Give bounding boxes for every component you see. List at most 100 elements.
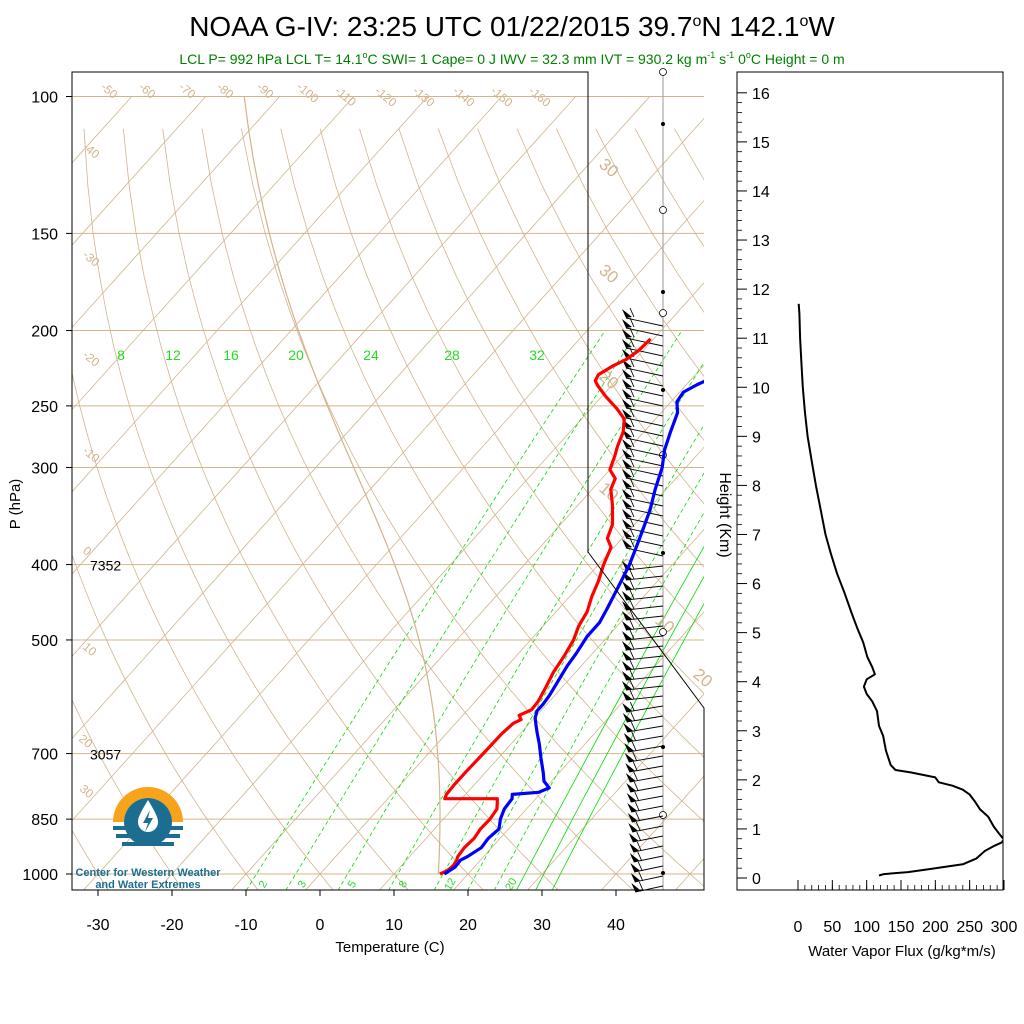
wind-barb-feather [629,397,635,408]
isotherm-label: 30 [595,261,622,288]
wind-barb-staff [625,695,664,701]
wind-barb-feather [629,307,635,318]
wind-barb-staff [625,665,664,671]
height-annotations: 7352 3057 [90,558,121,763]
lightning-icon [143,810,153,832]
flux-x-tick-label: 300 [991,919,1018,936]
wind-barb-flag [622,329,632,338]
wind-barb-feather [629,569,635,580]
wind-barb-flag [627,803,638,812]
x-tick-label: 10 [385,917,403,934]
wind-barb-feather [629,689,635,700]
mixing-ratio-label: 24 [363,347,379,363]
skewt-line-labels: -50 -60 -70 -80 -90 -100 -110 -120 -130 -140 -150-… [76,80,716,893]
dry-adiabat-line [477,128,704,505]
flux-y-tick-label: 11 [752,331,769,348]
wind-barb-staff [625,407,664,417]
dry-adiabat-line [753,129,1024,891]
wind-barb-flag [622,591,632,600]
wind-barb-feather [638,871,644,882]
x-tick-label: -20 [160,917,183,934]
wind-barb-feather [629,619,635,630]
dry-adiabat-line [201,128,634,890]
mixing-ratio-line [551,602,704,890]
mixing-ratio-label: 12 [165,347,181,363]
logo-text-line-1: Center for Western Weather [75,867,221,879]
mixing-ratio-line [388,361,704,890]
wind-barb-flag [622,661,632,670]
wind-barb-staff [625,675,664,681]
wind-barb-feather [630,721,636,732]
barb-station-dot [661,289,666,294]
wind-barb-flag [622,499,632,508]
mixing-ratio-line [467,472,704,890]
logo-sun-arc [113,787,183,822]
skewt-x-axis-title: Temperature (C) [335,939,444,956]
wind-barb-flag [622,671,632,680]
flux-x-tick-label: 0 [794,919,803,936]
flux-y-tick-label: 14 [752,184,770,201]
wind-barb-feather [629,507,635,518]
wind-barb-flag [622,469,632,478]
flux-x-tick-label: 100 [853,919,880,936]
isotherm-line [453,611,704,890]
dry-adiabat-line [437,128,704,568]
height-annotation: 7352 [90,558,121,574]
isotherm-label: 30 [595,155,622,182]
wind-barb-flag [622,539,632,548]
wind-barb-feather [629,447,635,458]
wind-barb-feather [633,771,639,782]
dry-adiabat-line [516,128,704,441]
wind-barb-feather [632,761,638,772]
wind-barb-staff [625,615,664,621]
wind-barb-feather [629,427,635,438]
dry-adiabat-line [83,128,409,890]
wind-barb-flag [622,479,632,488]
x-tick-label: 20 [459,917,477,934]
isotherm-label: -110 [332,84,359,110]
wind-barb-staff [625,685,664,691]
barb-station-dot [661,387,666,392]
barb-station-dot [661,122,666,127]
wind-barb-feather [629,487,635,498]
x-tick-label: 0 [316,917,325,934]
wind-barb-staff [625,337,664,347]
wind-barb-staff [626,705,664,713]
dry-adiabat-line [359,128,704,695]
wind-barb-staff [625,527,664,537]
wind-barb-flag [622,529,632,538]
wind-barb-flag [626,783,637,792]
wind-barb-feather [629,477,635,488]
wind-barb-flag [622,459,632,468]
wind-barb-staff [625,417,664,427]
mixing-ratio-label: 28 [444,347,460,363]
wind-barb-feather [634,791,640,802]
mixing-ratio-line [285,330,639,890]
wind-barb-feather [636,841,642,852]
wind-barb-staff [625,655,664,661]
logo-water-band-3 [122,842,174,846]
isotherm-label: -140 [450,84,478,110]
barb-station-dot [659,628,667,636]
isotherm-label: -60 [136,80,159,102]
y-tick-label: 250 [31,399,58,416]
isotherm-line [72,96,651,740]
isotherm-label: -120 [372,84,400,110]
wind-barb-flag [630,863,641,872]
flux-y-tick-label: 15 [752,135,770,152]
wind-barb-feather [629,609,635,620]
isotherm-label: -70 [176,80,199,102]
wind-barb-flag [622,681,632,690]
wind-barb-staff [625,497,664,507]
wind-barb-staff [625,397,664,407]
wind-barb-flag [622,439,632,448]
wind-barb-feather [629,579,635,590]
wind-barb-staff [625,635,664,641]
wind-barb-staff [625,467,664,477]
mixing-ratio-line [337,330,683,890]
x-tick-label: 30 [533,917,551,934]
barb-station-dot [659,68,667,76]
flux-profile-line [797,303,1003,877]
dry-adiabat-line [162,128,559,890]
wind-barb-feather [629,387,635,398]
